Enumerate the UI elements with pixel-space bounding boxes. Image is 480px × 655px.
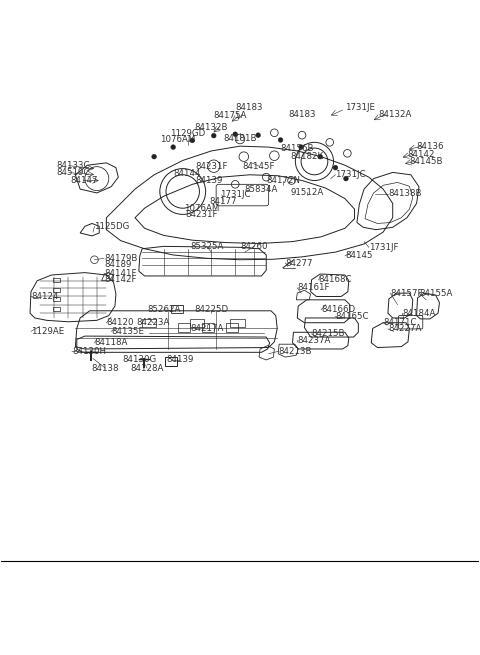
Circle shape — [299, 145, 303, 149]
Text: 84231F: 84231F — [186, 210, 218, 219]
Text: 84135E: 84135E — [111, 327, 144, 336]
Text: 84139: 84139 — [195, 176, 223, 185]
Bar — [171, 305, 183, 313]
Text: 1731JE: 1731JE — [345, 103, 375, 113]
Text: 84130H: 84130H — [72, 347, 106, 356]
Bar — [190, 320, 204, 327]
Text: 84155A: 84155A — [419, 289, 452, 297]
Text: 84237A: 84237A — [297, 336, 331, 345]
Text: 84213B: 84213B — [278, 347, 312, 356]
Text: 84120: 84120 — [107, 318, 134, 328]
Text: 84118A: 84118A — [95, 338, 128, 347]
Text: 84138B: 84138B — [388, 189, 421, 198]
Text: 84133C: 84133C — [56, 160, 90, 170]
Text: 84175A: 84175A — [214, 111, 247, 120]
Text: 84168C: 84168C — [319, 275, 352, 284]
Bar — [202, 323, 214, 332]
Text: 85262A: 85262A — [147, 305, 180, 314]
Text: 84136: 84136 — [417, 141, 444, 151]
Text: 84139: 84139 — [167, 356, 194, 364]
Bar — [53, 288, 60, 291]
Text: 84171C: 84171C — [383, 318, 417, 328]
Text: 84189: 84189 — [104, 260, 132, 269]
Text: 84161F: 84161F — [297, 284, 330, 292]
Text: 84138: 84138 — [92, 364, 119, 373]
Text: 84141F: 84141F — [104, 269, 136, 278]
Text: 84147: 84147 — [71, 176, 98, 185]
Text: 84227A: 84227A — [388, 324, 421, 333]
Text: 85834A: 85834A — [245, 185, 278, 194]
Circle shape — [190, 138, 195, 143]
Text: 84215B: 84215B — [312, 329, 345, 338]
Text: 91512A: 91512A — [290, 188, 324, 197]
Text: 84132A: 84132A — [378, 109, 412, 119]
Text: 84145F: 84145F — [243, 162, 276, 171]
Circle shape — [211, 133, 216, 138]
Bar — [178, 323, 190, 332]
Bar — [53, 297, 60, 301]
Bar — [53, 307, 60, 310]
Text: 1731JC: 1731JC — [220, 191, 251, 199]
Text: 85325A: 85325A — [190, 242, 223, 251]
Text: 84142F: 84142F — [104, 275, 136, 284]
Text: 84177: 84177 — [210, 196, 237, 206]
Bar — [226, 323, 238, 332]
Text: 84277: 84277 — [285, 259, 313, 268]
Text: 1076AM: 1076AM — [160, 136, 196, 145]
Text: 84128A: 84128A — [130, 364, 164, 373]
Bar — [165, 357, 177, 365]
Text: 84157F: 84157F — [390, 289, 423, 297]
Text: 84225D: 84225D — [194, 305, 228, 314]
Circle shape — [333, 165, 338, 170]
Circle shape — [318, 155, 323, 159]
Text: 84132B: 84132B — [194, 122, 228, 132]
Text: 1129AE: 1129AE — [31, 327, 64, 336]
Circle shape — [278, 138, 283, 142]
Text: 84183: 84183 — [236, 103, 264, 113]
Text: 1731JC: 1731JC — [336, 170, 366, 179]
Text: 84223A: 84223A — [136, 318, 170, 328]
Circle shape — [256, 133, 261, 138]
Text: 84217A: 84217A — [190, 324, 223, 333]
Text: 84124: 84124 — [31, 292, 59, 301]
Circle shape — [152, 155, 156, 159]
Text: 84142: 84142 — [407, 150, 434, 159]
Text: 84179B: 84179B — [104, 253, 137, 263]
Circle shape — [171, 145, 176, 149]
Bar — [142, 320, 156, 327]
Text: 84165C: 84165C — [336, 312, 369, 321]
Text: 84184A: 84184A — [402, 309, 436, 318]
Text: 84260: 84260 — [240, 242, 268, 251]
Text: 84182K: 84182K — [290, 152, 324, 161]
Text: 84130G: 84130G — [123, 356, 157, 364]
Circle shape — [233, 132, 238, 137]
Text: 1731JF: 1731JF — [369, 243, 398, 252]
Text: 84181B: 84181B — [223, 134, 257, 143]
Text: 84519C: 84519C — [56, 168, 90, 177]
Text: 84145: 84145 — [345, 252, 372, 261]
Text: 84144: 84144 — [174, 170, 201, 178]
Circle shape — [344, 176, 348, 181]
Text: 84231F: 84231F — [195, 162, 228, 171]
Text: 84145B: 84145B — [409, 157, 443, 166]
Bar — [53, 278, 60, 282]
Text: 84183: 84183 — [288, 109, 316, 119]
Bar — [230, 320, 245, 327]
Text: 84166D: 84166D — [321, 305, 355, 314]
Text: 84156B: 84156B — [280, 144, 314, 153]
Text: 1125DG: 1125DG — [95, 222, 130, 231]
Text: 84172N: 84172N — [266, 176, 300, 185]
Text: 1076AM: 1076AM — [184, 204, 219, 213]
Text: 1129GD: 1129GD — [170, 129, 205, 138]
